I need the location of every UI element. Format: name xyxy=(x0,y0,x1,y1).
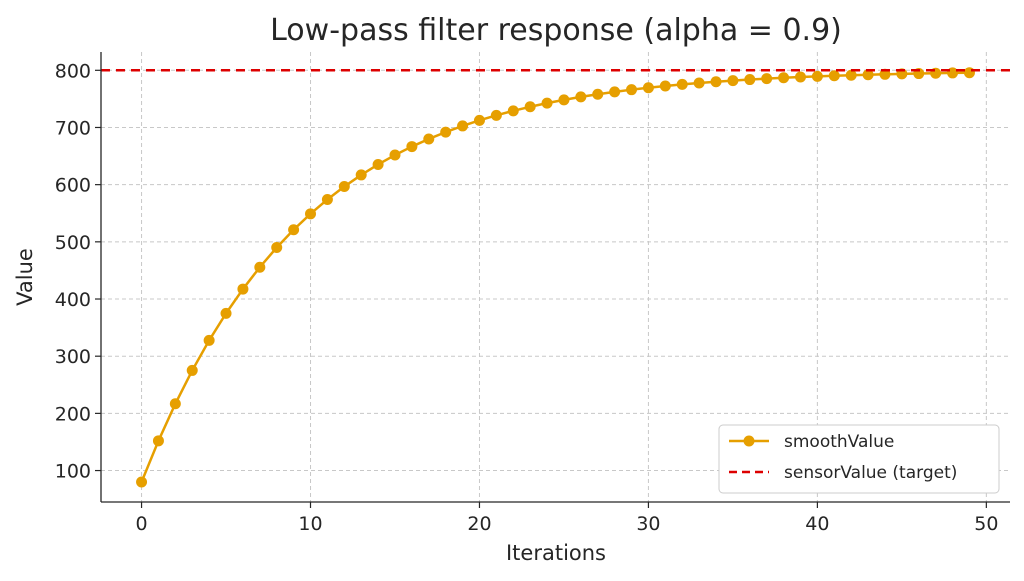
smooth-value-point xyxy=(440,126,452,138)
smooth-value-point xyxy=(406,141,418,153)
smooth-value-point xyxy=(659,80,671,92)
legend-box xyxy=(718,424,1000,494)
y-tick-label: 500 xyxy=(55,232,91,254)
smooth-value-point xyxy=(575,91,587,103)
legend-label-smooth: smoothValue xyxy=(784,432,894,452)
smooth-value-point xyxy=(490,109,502,121)
smooth-value-point xyxy=(676,78,688,90)
smooth-value-point xyxy=(355,169,367,181)
axes: 0 10 20 30 40 50 100 200 300 400 500 600 700 800 xyxy=(55,52,1010,535)
x-axis-label: Iterations xyxy=(506,541,606,565)
legend-label-target: sensorValue (target) xyxy=(784,463,957,483)
y-tick-label: 300 xyxy=(55,346,91,368)
smooth-value-point xyxy=(524,101,536,113)
smooth-value-point xyxy=(305,208,317,220)
smooth-value-point xyxy=(220,307,232,319)
smooth-value-point xyxy=(761,73,773,85)
smooth-value-point xyxy=(642,82,654,94)
legend: smoothValue sensorValue (target) xyxy=(718,424,1000,494)
smooth-value-point xyxy=(592,88,604,100)
y-tick-label: 100 xyxy=(55,461,91,483)
smooth-value-point xyxy=(457,120,469,132)
smooth-value-point xyxy=(254,261,266,273)
y-tick-label: 200 xyxy=(55,403,91,425)
smooth-value-point xyxy=(321,193,333,205)
smooth-value-point xyxy=(541,97,553,109)
smooth-value-point xyxy=(136,476,148,488)
smooth-value-point xyxy=(744,74,756,86)
x-tick-label: 10 xyxy=(298,513,322,535)
legend-smooth-marker xyxy=(743,435,755,447)
smooth-value-point xyxy=(203,334,215,346)
smooth-value-line xyxy=(140,71,970,483)
smooth-value-point xyxy=(710,76,722,88)
smooth-value-point xyxy=(169,398,181,410)
x-tick-label: 50 xyxy=(974,513,998,535)
x-tick-label: 30 xyxy=(636,513,660,535)
smooth-value-point xyxy=(845,69,857,81)
series-layer xyxy=(101,67,1010,488)
smooth-value-point xyxy=(778,72,790,84)
smooth-value-point xyxy=(186,364,198,376)
y-tick-label: 600 xyxy=(55,175,91,197)
chart-title: Low-pass filter response (alpha = 0.9) xyxy=(270,13,842,48)
smooth-value-point xyxy=(811,70,823,82)
y-axis-label: Value xyxy=(13,248,37,306)
smooth-value-point xyxy=(372,158,384,170)
smooth-value-point xyxy=(271,241,283,253)
smooth-value-point xyxy=(558,94,570,106)
smooth-value-point xyxy=(288,224,300,236)
smooth-value-point xyxy=(963,67,975,79)
smooth-value-point xyxy=(794,71,806,83)
smooth-value-point xyxy=(609,86,621,98)
smooth-value-point xyxy=(237,283,249,295)
y-tick-label: 400 xyxy=(55,289,91,311)
smooth-value-point xyxy=(626,84,638,96)
smooth-value-point xyxy=(423,133,435,145)
smooth-value-point xyxy=(473,114,485,126)
smooth-value-point xyxy=(507,105,519,117)
smooth-value-point xyxy=(727,75,739,87)
smooth-value-point xyxy=(338,181,350,193)
smooth-value-point xyxy=(828,70,840,82)
x-tick-label: 0 xyxy=(136,513,148,535)
y-tick-label: 800 xyxy=(55,60,91,82)
x-tick-label: 40 xyxy=(805,513,829,535)
smooth-value-point xyxy=(152,435,164,447)
smooth-value-point xyxy=(862,69,874,81)
x-tick-label: 20 xyxy=(467,513,491,535)
y-tick-label: 700 xyxy=(55,117,91,139)
smooth-value-point xyxy=(879,68,891,80)
smooth-value-point xyxy=(389,149,401,161)
smooth-value-point xyxy=(693,77,705,89)
